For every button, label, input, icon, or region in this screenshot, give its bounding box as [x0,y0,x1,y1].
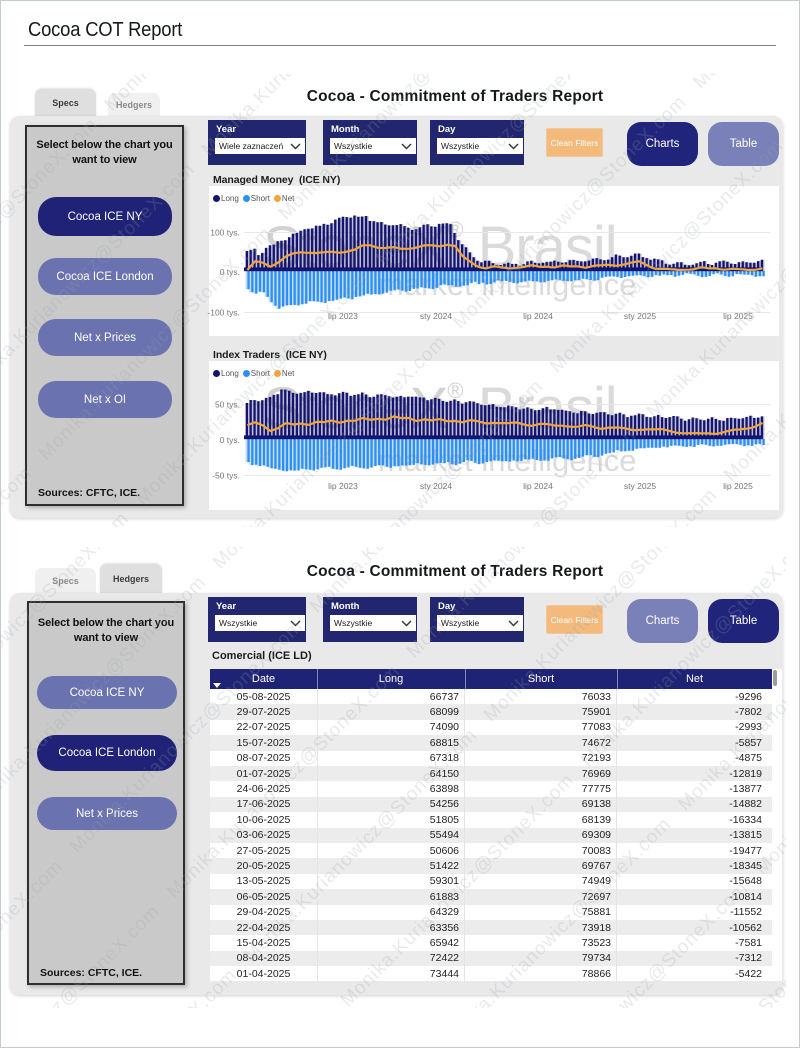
svg-text:-100 tys.: -100 tys. [207,308,240,318]
svg-text:lip 2024: lip 2024 [523,481,553,491]
svg-text:sty 2025: sty 2025 [624,481,656,491]
svg-text:0 tys.: 0 tys. [220,435,240,445]
svg-text:100 tys.: 100 tys. [210,228,240,238]
svg-text:lip 2025: lip 2025 [723,311,753,321]
svg-text:50 tys.: 50 tys. [215,400,240,410]
svg-text:sty 2025: sty 2025 [624,311,656,321]
svg-text:lip 2023: lip 2023 [328,311,358,321]
svg-text:-50 tys.: -50 tys. [212,471,240,481]
svg-text:lip 2024: lip 2024 [523,311,553,321]
svg-text:lip 2025: lip 2025 [723,481,753,491]
svg-text:sty 2024: sty 2024 [420,481,452,491]
svg-text:sty 2024: sty 2024 [420,311,452,321]
svg-text:0 tys.: 0 tys. [220,267,240,277]
svg-text:lip 2023: lip 2023 [328,481,358,491]
